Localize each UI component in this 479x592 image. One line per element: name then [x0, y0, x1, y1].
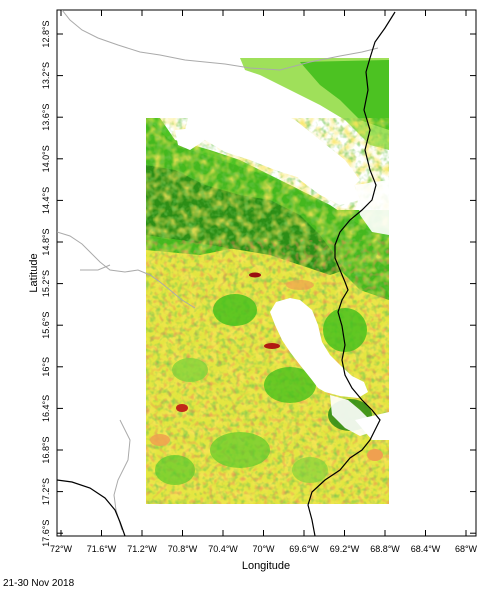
date-label: 21-30 Nov 2018 — [3, 578, 75, 589]
lon-tick-label: 69.2°W — [330, 544, 360, 554]
lon-tick-label: 68.8°W — [370, 544, 400, 554]
lat-tick-label: 14.8°S — [41, 228, 51, 255]
lat-tick-label: 17.6°S — [41, 520, 51, 547]
no-data-areas — [146, 58, 389, 440]
lon-tick-label: 71.6°W — [87, 544, 117, 554]
lat-tick-label: 17.2°S — [41, 478, 51, 505]
lat-tick-label: 12.8°S — [41, 20, 51, 47]
lon-tick-label: 70°W — [252, 544, 275, 554]
boundaries — [57, 10, 396, 536]
lon-tick-label: 72°W — [50, 544, 73, 554]
ndvi-raster — [146, 58, 389, 504]
y-axis-title: Latitude — [28, 253, 40, 292]
lat-tick-label: 15.2°S — [41, 270, 51, 297]
lon-tick-label: 68°W — [455, 544, 478, 554]
lat-tick-label: 14.4°S — [41, 187, 51, 214]
x-axis-title: Longitude — [242, 560, 290, 572]
lat-tick-label: 14.0°S — [41, 145, 51, 172]
latitude-ticks: 12.8°S 13.2°S 13.6°S 14.0°S 14.4°S 14.8°S 15.2… — [41, 20, 476, 547]
lat-tick-label: 13.6°S — [41, 104, 51, 131]
lat-tick-label: 13.2°S — [41, 62, 51, 89]
lon-tick-label: 69.6°W — [289, 544, 319, 554]
lon-tick-label: 71.2°W — [127, 544, 157, 554]
lon-tick-label: 70.8°W — [168, 544, 198, 554]
lat-tick-label: 16.4°S — [41, 395, 51, 422]
lat-tick-label: 15.6°S — [41, 312, 51, 339]
lat-tick-label: 16.8°S — [41, 436, 51, 463]
map-content — [57, 10, 396, 536]
lat-tick-label: 16°S — [41, 357, 51, 377]
longitude-ticks: 72°W 71.6°W 71.2°W 70.8°W 70.4°W 70°W 69.6°W 69… — [50, 10, 478, 554]
lake-titicaca — [270, 298, 368, 398]
lon-tick-label: 70.4°W — [208, 544, 238, 554]
lon-tick-label: 68.4°W — [411, 544, 441, 554]
